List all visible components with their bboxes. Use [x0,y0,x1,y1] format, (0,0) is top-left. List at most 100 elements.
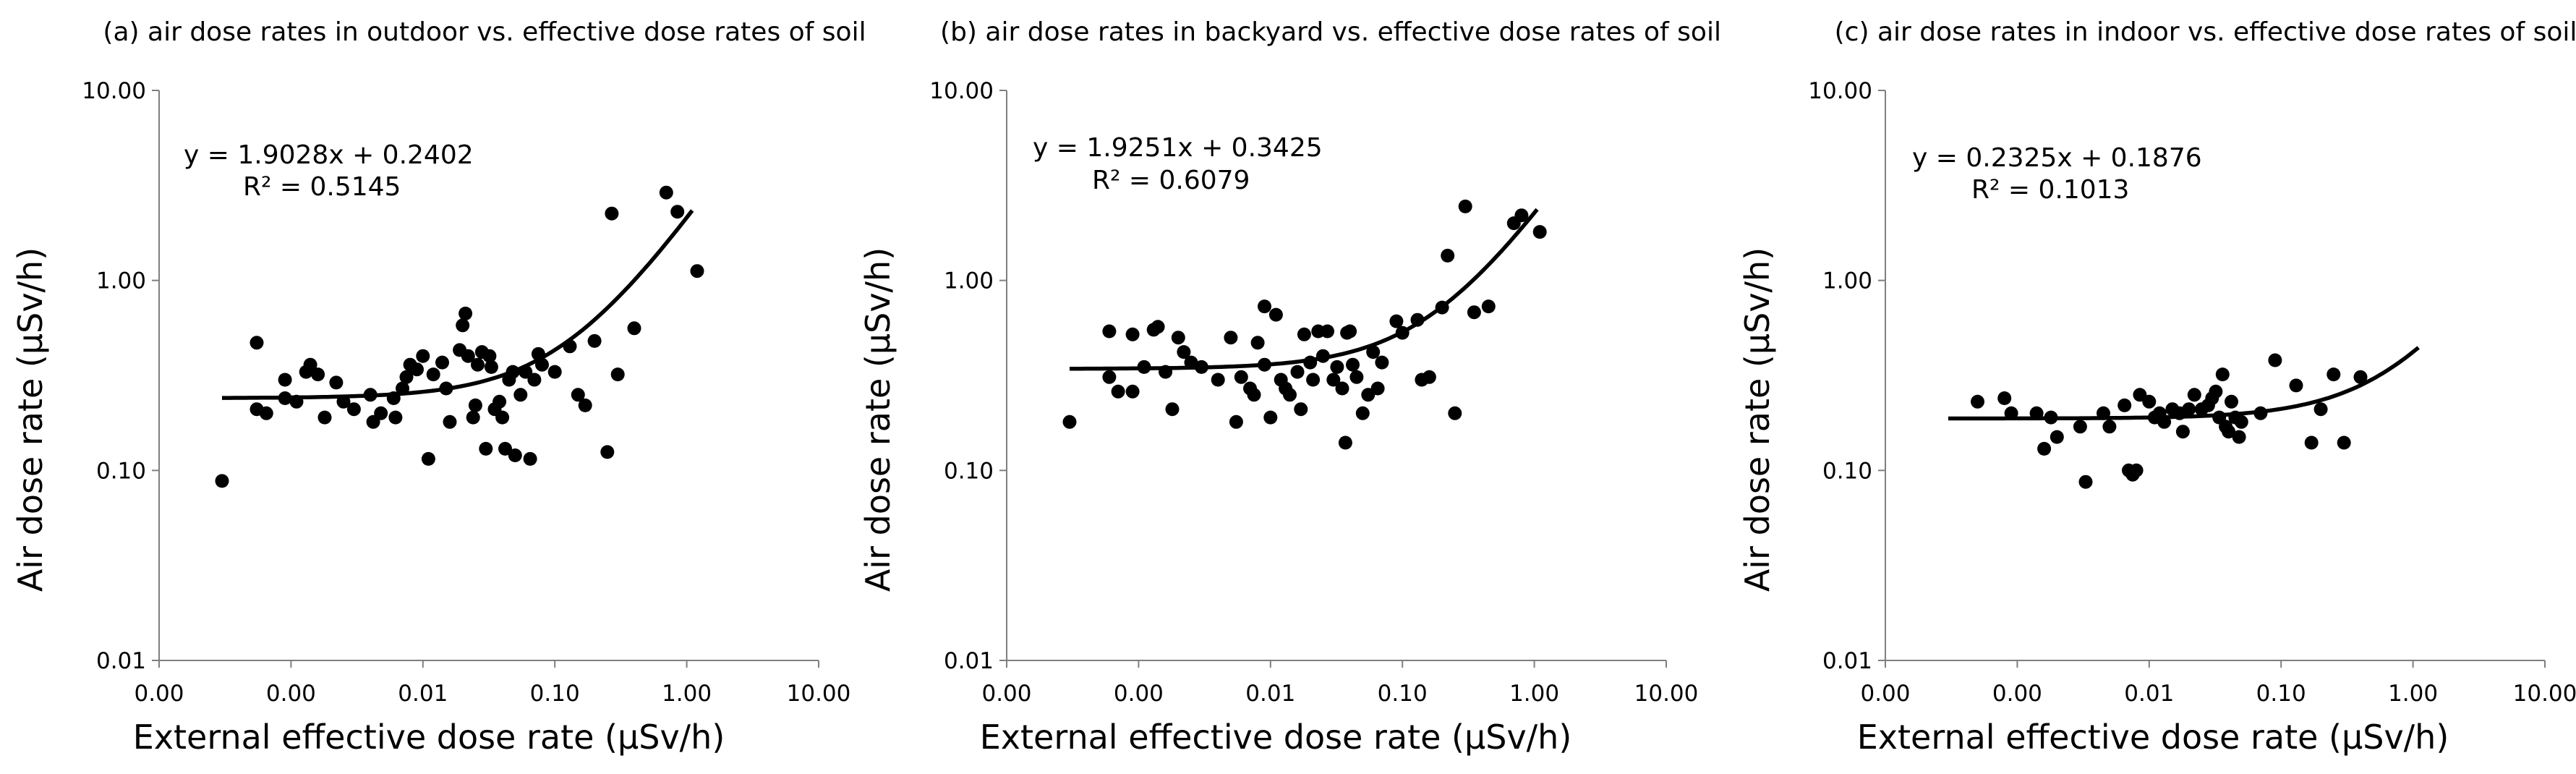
panel-a-data-point [690,264,704,278]
panel-c-y-tick-label: 1.00 [1822,268,1872,294]
panel-a-data-point [523,451,537,466]
panel-a-x-tick-label: 0.00 [266,681,316,707]
panel-c-data-point [2326,367,2341,382]
panel-a-data-point [456,318,470,333]
panel-c-data-point [2232,430,2246,444]
panel-a: (a) air dose rates in outdoor vs. effect… [11,17,866,757]
panel-a-data-point [513,388,528,402]
panel-b-data-point [1062,414,1077,429]
panel-a-data-point [498,441,512,456]
panel-a-y-tick-label: 0.10 [96,458,146,484]
panel-a-data-point [443,414,457,429]
panel-a-data-point [479,441,493,456]
panel-a-trendline [222,209,694,400]
panel-c-data-point [2142,394,2157,409]
panel-b-data-point [1111,384,1125,399]
panel-c-x-tick-label: 0.00 [1992,681,2042,707]
panel-b-data-point [1283,388,1297,402]
panel-c-x-tick-label: 1.00 [2388,681,2438,707]
panel-b-data-point [1366,345,1381,360]
panel-b-data-point [1321,324,1334,339]
panel-b-data-point [1224,331,1238,345]
panel-a-data-point [547,365,562,379]
panel-b-data-point [1102,324,1117,339]
panel-a-data-point [484,360,498,374]
panel-a-data-point [578,398,592,412]
panel-b-x-axis-title: External effective dose rate (μSv/h) [980,718,1572,757]
panel-a-data-point [416,349,430,363]
panel-b-title: (b) air dose rates in backyard vs. effec… [940,17,1721,47]
panel-c-data-point [2313,402,2328,417]
panel-a-data-point [527,373,542,387]
panel-b: (b) air dose rates in backyard vs. effec… [858,17,1721,757]
panel-a-data-point [659,185,673,200]
panel-c-x-tick-label: 0.01 [2124,681,2174,707]
panel-c-data-point [2117,398,2132,412]
panel-a-data-point [278,373,292,387]
panel-b-data-point [1441,248,1455,263]
panel-c-data-point [2209,384,2223,399]
panel-b-x-tick-label: 0.10 [1378,681,1428,707]
panel-b-data-point [1481,299,1496,314]
panel-c-y-axis-title: Air dose rate (μSv/h) [1738,247,1777,592]
panel-b-data-point [1165,402,1180,417]
panel-c-data-point [2050,430,2064,444]
panel-b-y-tick-label: 0.01 [944,648,994,674]
panel-b-data-point [1458,199,1472,213]
panel-b-data-point [1532,225,1547,239]
panel-b-data-point [1247,388,1261,402]
panel-b-data-point [1335,381,1349,396]
panel-b-data-point [1375,355,1389,370]
panel-b-data-point [1263,410,1278,425]
panel-b-x-tick-label: 1.00 [1509,681,1559,707]
panel-c-x-tick-label: 10.00 [2513,681,2576,707]
panel-b-data-point [1326,373,1341,387]
panel-b-data-point [1467,305,1481,320]
panel-a-data-point [435,355,449,370]
panel-b-y-axis-title: Air dose rate (μSv/h) [858,247,897,592]
panel-c-data-point [2129,463,2144,477]
panel-a-data-point [421,451,435,466]
panel-b-trendline [1070,208,1539,371]
panel-b-data-point [1125,327,1140,341]
panel-a-data-point [571,388,585,402]
panel-a-data-point [587,333,602,348]
panel-a-x-tick-label: 0.01 [398,681,448,707]
panel-b-y-tick-label: 10.00 [929,78,994,104]
panel-b-data-point [1290,365,1305,379]
panel-b-data-point [1297,327,1311,341]
panel-c-data-point [2037,441,2052,456]
panel-b-data-point [1306,373,1321,387]
panel-b-x-tick-label: 0.00 [1114,681,1164,707]
panel-a-data-point [627,321,641,336]
panel-c-data-point [2175,425,2190,439]
panel-c-data-point [2225,394,2238,409]
panel-b-data-point [1177,345,1191,360]
panel-b-data-point [1125,384,1140,399]
panel-a-data-point [374,406,388,420]
panel-a-y-axis-title: Air dose rate (μSv/h) [11,247,50,592]
panel-b-data-point [1258,299,1271,314]
panel-b-data-point [1268,307,1283,322]
panel-a-data-point [600,445,615,459]
panel-b-x-tick-label: 10.00 [1634,681,1699,707]
panel-b-data-point [1250,336,1265,350]
panel-b-data-point [1349,370,1364,384]
panel-a-data-point [670,205,685,219]
panel-c-data-point [2353,370,2368,384]
panel-a-y-tick-label: 0.01 [96,648,146,674]
panel-b-data-point [1171,331,1185,345]
panel-c-data-point [2102,420,2117,434]
panel-c-data-point [2222,425,2236,439]
panel-a-data-point [466,410,480,425]
panel-a-x-tick-label: 0.00 [134,681,184,707]
panel-b-data-point [1338,435,1352,450]
panel-c-data-point [2234,414,2248,429]
panel-a-data-point [388,410,403,425]
panel-c-data-point [2215,367,2230,382]
panel-b-equation: y = 1.9251x + 0.3425 [1033,133,1323,163]
panel-b-data-point [1234,370,1248,384]
panel-a-data-point [482,349,497,363]
panel-c-data-point [2337,435,2351,450]
panel-a-data-point [459,306,473,320]
